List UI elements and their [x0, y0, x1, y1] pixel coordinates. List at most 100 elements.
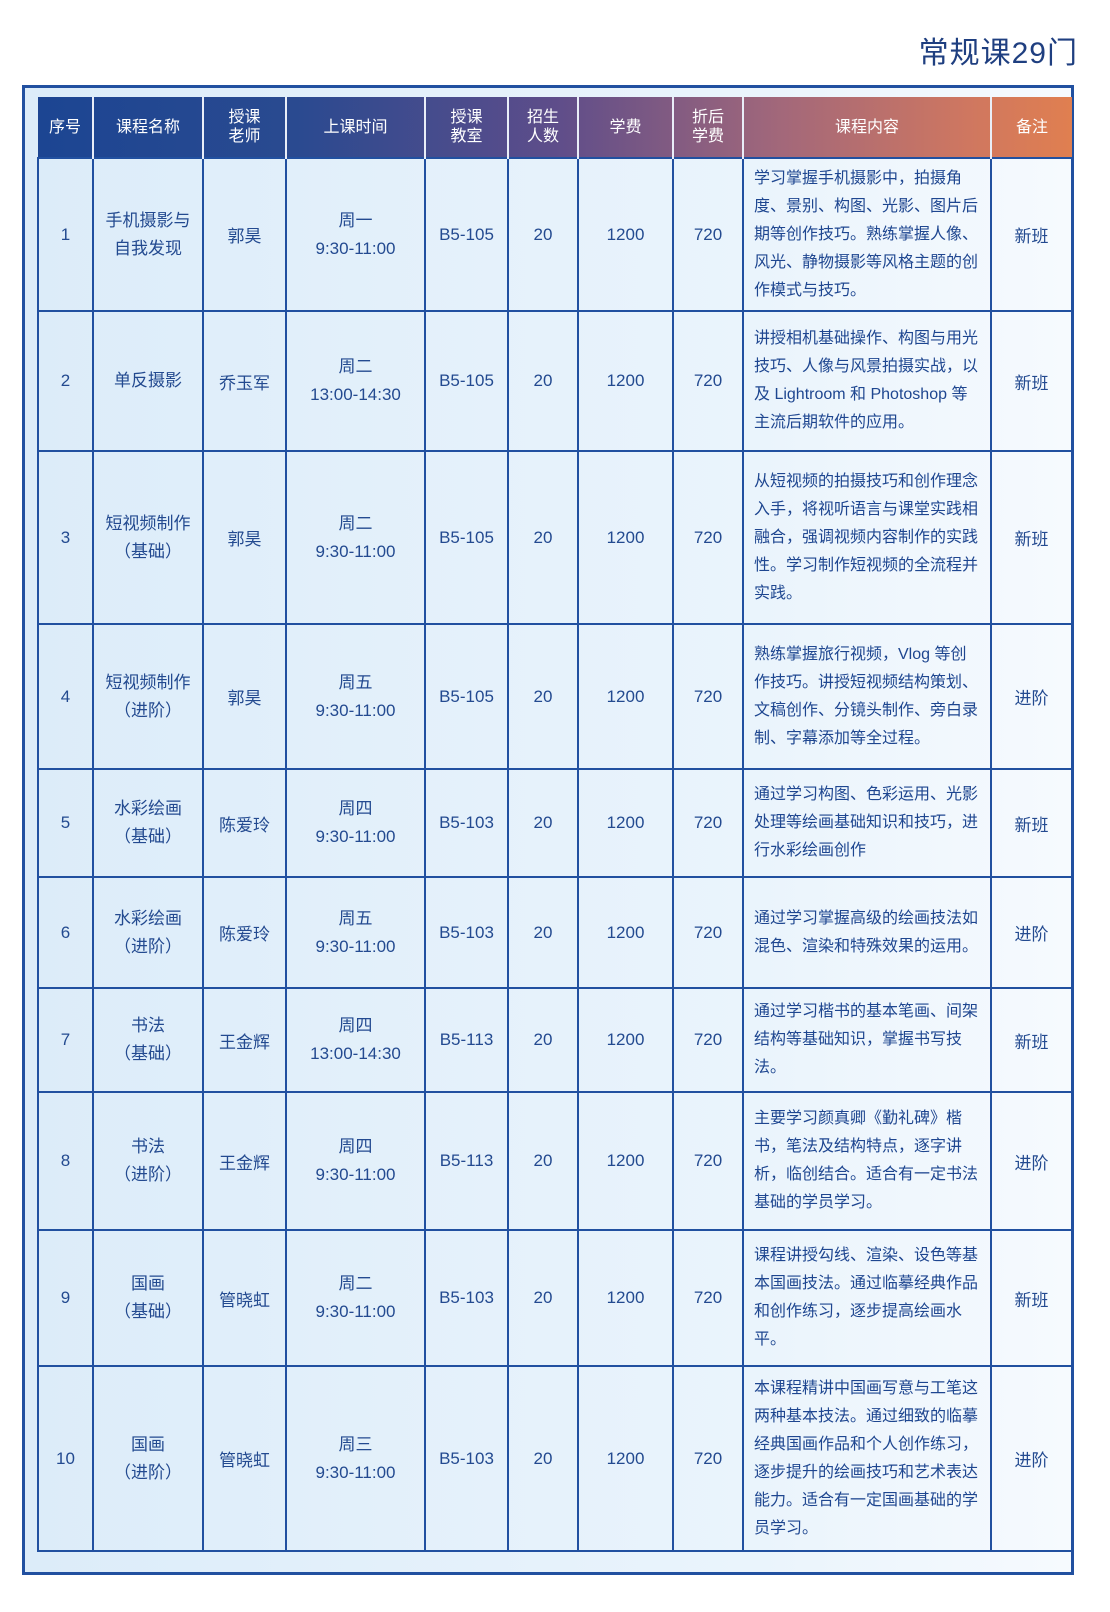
cell-fee: 1200 [577, 1229, 674, 1367]
course-table-frame: 序号 课程名称 授课 老师 上课时间 授课 教室 招生 人数 学费 折后 学费 课程内容 备注 1… [22, 85, 1074, 1575]
cell-name: 单反摄影 [92, 310, 204, 452]
cell-discount: 720 [672, 157, 744, 312]
table-row: 9 国画 （基础） 管晓虹 周二 9:30-11:00 B5-103 20 1200 720 课… [37, 1229, 1073, 1367]
cell-room: B5-105 [424, 623, 509, 770]
cell-name: 水彩绘画 （基础） [92, 768, 204, 878]
cell-content: 学习掌握手机摄影中，拍摄角度、景别、构图、光影、图片后期等创作技巧。熟练掌握人像… [742, 157, 992, 312]
column-header: 授课 老师 [202, 97, 286, 158]
cell-room: B5-105 [424, 450, 509, 625]
cell-content: 熟练掌握旅行视频，Vlog 等创作技巧。讲授短视频结构策划、文稿创作、分镜头制作… [742, 623, 992, 770]
cell-room: B5-113 [424, 987, 509, 1093]
cell-time: 周五 9:30-11:00 [285, 876, 426, 989]
table-row: 5 水彩绘画 （基础） 陈爱玲 周四 9:30-11:00 B5-103 20 1200 72… [37, 768, 1073, 878]
cell-content: 讲授相机基础操作、构图与用光技巧、人像与风景拍摄实战，以及 Lightroom … [742, 310, 992, 452]
cell-content: 主要学习颜真卿《勤礼碑》楷书，笔法及结构特点，逐字讲析，临创结合。适合有一定书法… [742, 1091, 992, 1231]
cell-no: 6 [37, 876, 94, 989]
cell-content: 课程讲授勾线、渲染、设色等基本国画技法。通过临摹经典作品和创作练习，逐步提高绘画… [742, 1229, 992, 1367]
cell-discount: 720 [672, 876, 744, 989]
cell-content: 通过学习构图、色彩运用、光影处理等绘画基础知识和技巧，进行水彩绘画创作 [742, 768, 992, 878]
table-row: 6 水彩绘画 （进阶） 陈爱玲 周五 9:30-11:00 B5-103 20 1200 72… [37, 876, 1073, 989]
cell-discount: 720 [672, 768, 744, 878]
cell-discount: 720 [672, 1365, 744, 1552]
cell-no: 4 [37, 623, 94, 770]
cell-content: 通过学习楷书的基本笔画、间架结构等基础知识，掌握书写技法。 [742, 987, 992, 1093]
cell-note: 新班 [990, 450, 1073, 625]
cell-name: 国画 （基础） [92, 1229, 204, 1367]
cell-quota: 20 [507, 157, 579, 312]
column-header: 折后 学费 [672, 97, 743, 158]
cell-fee: 1200 [577, 987, 674, 1093]
cell-time: 周四 9:30-11:00 [285, 768, 426, 878]
cell-fee: 1200 [577, 623, 674, 770]
cell-name: 书法 （基础） [92, 987, 204, 1093]
cell-time: 周四 13:00-14:30 [285, 987, 426, 1093]
cell-teacher: 陈爱玲 [202, 876, 287, 989]
table-row: 3 短视频制作 （基础） 郭昊 周二 9:30-11:00 B5-105 20 1200 72… [37, 450, 1073, 625]
cell-fee: 1200 [577, 1091, 674, 1231]
cell-no: 2 [37, 310, 94, 452]
cell-note: 进阶 [990, 876, 1073, 989]
cell-note: 新班 [990, 157, 1073, 312]
table-row: 2 单反摄影 乔玉军 周二 13:00-14:30 B5-105 20 1200 720 讲授相… [37, 310, 1073, 452]
cell-quota: 20 [507, 1229, 579, 1367]
cell-fee: 1200 [577, 1365, 674, 1552]
cell-content: 通过学习掌握高级的绘画技法如混色、渲染和特殊效果的运用。 [742, 876, 992, 989]
cell-note: 进阶 [990, 1091, 1073, 1231]
cell-quota: 20 [507, 987, 579, 1093]
cell-content: 本课程精讲中国画写意与工笔这两种基本技法。通过细致的临摹经典国画作品和个人创作练… [742, 1365, 992, 1552]
cell-teacher: 王金辉 [202, 987, 287, 1093]
cell-name: 水彩绘画 （进阶） [92, 876, 204, 989]
cell-name: 短视频制作 （进阶） [92, 623, 204, 770]
cell-name: 手机摄影与 自我发现 [92, 157, 204, 312]
cell-no: 1 [37, 157, 94, 312]
table-row: 8 书法 （进阶） 王金辉 周四 9:30-11:00 B5-113 20 1200 720 主… [37, 1091, 1073, 1231]
cell-name: 短视频制作 （基础） [92, 450, 204, 625]
cell-discount: 720 [672, 450, 744, 625]
cell-teacher: 郭昊 [202, 450, 287, 625]
cell-note: 新班 [990, 768, 1073, 878]
cell-room: B5-103 [424, 1365, 509, 1552]
table-row: 1 手机摄影与 自我发现 郭昊 周一 9:30-11:00 B5-105 20 1200 72… [37, 157, 1073, 312]
cell-name: 国画 （进阶） [92, 1365, 204, 1552]
cell-time: 周一 9:30-11:00 [285, 157, 426, 312]
cell-note: 新班 [990, 987, 1073, 1093]
column-header: 备注 [990, 97, 1072, 158]
cell-quota: 20 [507, 450, 579, 625]
table-row: 7 书法 （基础） 王金辉 周四 13:00-14:30 B5-113 20 1200 720… [37, 987, 1073, 1093]
cell-discount: 720 [672, 987, 744, 1093]
cell-quota: 20 [507, 1365, 579, 1552]
cell-time: 周二 13:00-14:30 [285, 310, 426, 452]
cell-note: 进阶 [990, 1365, 1073, 1552]
column-header: 招生 人数 [507, 97, 578, 158]
cell-quota: 20 [507, 1091, 579, 1231]
cell-teacher: 管晓虹 [202, 1365, 287, 1552]
cell-room: B5-105 [424, 157, 509, 312]
cell-no: 3 [37, 450, 94, 625]
cell-discount: 720 [672, 310, 744, 452]
column-header: 学费 [577, 97, 673, 158]
course-table: 序号 课程名称 授课 老师 上课时间 授课 教室 招生 人数 学费 折后 学费 课程内容 备注 1… [37, 97, 1073, 1552]
cell-no: 8 [37, 1091, 94, 1231]
cell-discount: 720 [672, 1091, 744, 1231]
cell-quota: 20 [507, 876, 579, 989]
column-header: 授课 教室 [424, 97, 508, 158]
cell-note: 新班 [990, 1229, 1073, 1367]
cell-quota: 20 [507, 768, 579, 878]
cell-room: B5-113 [424, 1091, 509, 1231]
cell-note: 进阶 [990, 623, 1073, 770]
cell-no: 5 [37, 768, 94, 878]
column-header: 课程名称 [92, 97, 203, 158]
column-header: 上课时间 [285, 97, 425, 158]
cell-teacher: 陈爱玲 [202, 768, 287, 878]
cell-time: 周三 9:30-11:00 [285, 1365, 426, 1552]
cell-room: B5-103 [424, 876, 509, 989]
cell-no: 9 [37, 1229, 94, 1367]
cell-teacher: 乔玉军 [202, 310, 287, 452]
cell-quota: 20 [507, 310, 579, 452]
cell-fee: 1200 [577, 876, 674, 989]
cell-note: 新班 [990, 310, 1073, 452]
cell-name: 书法 （进阶） [92, 1091, 204, 1231]
cell-teacher: 郭昊 [202, 157, 287, 312]
cell-quota: 20 [507, 623, 579, 770]
cell-content: 从短视频的拍摄技巧和创作理念入手，将视听语言与课堂实践相融合，强调视频内容制作的… [742, 450, 992, 625]
